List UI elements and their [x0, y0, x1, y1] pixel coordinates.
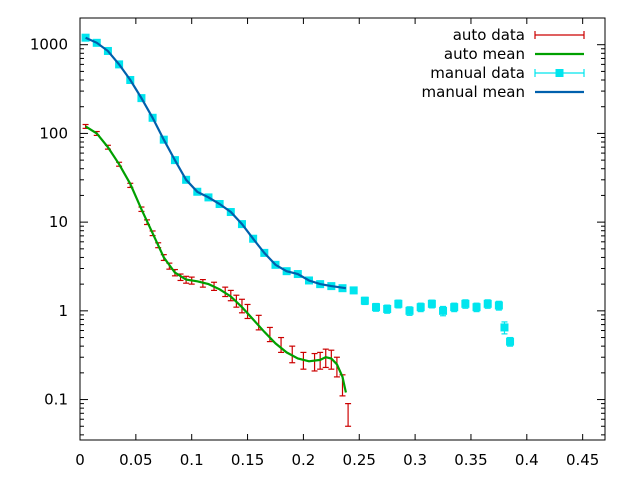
legend-label: manual data [430, 64, 525, 82]
x-tick-label: 0.05 [119, 451, 152, 469]
x-tick-label: 0.3 [403, 451, 427, 469]
x-tick-label: 0.2 [291, 451, 315, 469]
x-tick-label: 0.15 [231, 451, 264, 469]
data-point [394, 299, 403, 308]
data-point [500, 323, 509, 332]
data-point [372, 303, 381, 312]
data-point [483, 299, 492, 308]
series-auto-mean [85, 125, 347, 393]
x-axis: 0 0.05 0.1 0.15 0.2 0.25 0.3 0.35 0.4 0.45 [75, 18, 599, 469]
y-tick-label: 100 [39, 124, 68, 142]
x-tick-label: 0.25 [343, 451, 376, 469]
plot-frame [79, 17, 606, 441]
series-line [85, 125, 347, 393]
legend-label: auto mean [444, 45, 525, 63]
data-point [360, 296, 369, 305]
data-point [383, 304, 392, 313]
y-axis: 0.1 1 10 100 1000 [30, 17, 605, 436]
data-point [450, 303, 459, 312]
legend-label: manual mean [422, 83, 525, 101]
data-point [81, 33, 90, 42]
y-tick-label: 10 [49, 213, 68, 231]
x-tick-label: 0.45 [566, 451, 599, 469]
y-tick-label: 0.1 [44, 391, 68, 409]
data-point [461, 299, 470, 308]
data-point [427, 299, 436, 308]
y-tick-label: 1 [58, 302, 68, 320]
x-tick-label: 0.35 [454, 451, 487, 469]
series-line [85, 36, 347, 290]
x-tick-label: 0.1 [180, 451, 204, 469]
series-layer [81, 33, 515, 427]
data-point [416, 303, 425, 312]
y-tick-label: 1000 [30, 36, 68, 54]
legend-swatch-point [555, 69, 564, 77]
x-tick-label: 0 [75, 451, 85, 469]
data-point [349, 286, 358, 295]
data-point [472, 303, 481, 312]
x-tick-label: 0.4 [515, 451, 539, 469]
data-point [439, 306, 448, 315]
series-manual-mean [85, 36, 347, 290]
data-point [506, 337, 515, 346]
data-point [405, 306, 414, 315]
legend-label: auto data [453, 26, 525, 44]
data-point [494, 301, 503, 310]
